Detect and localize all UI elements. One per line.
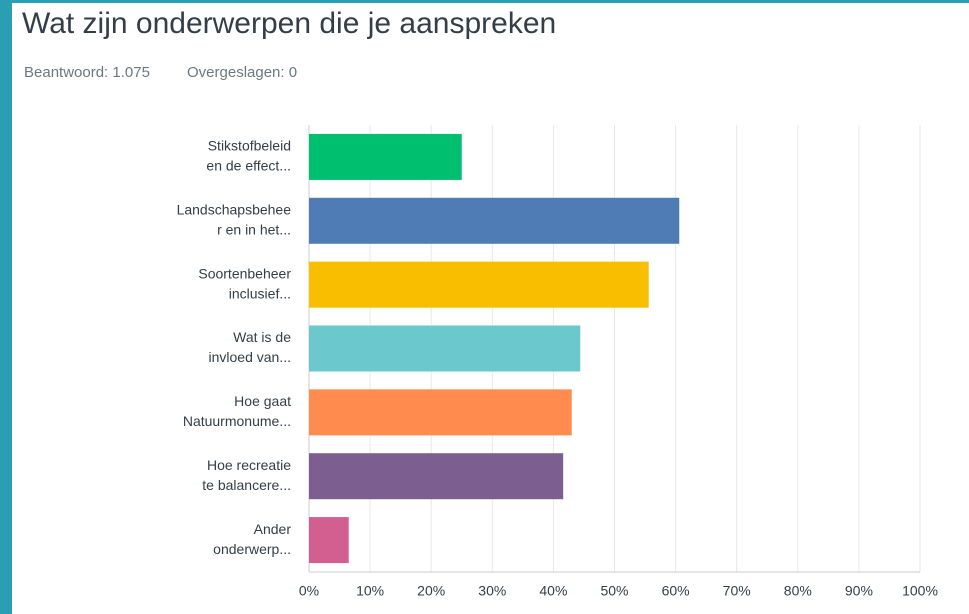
- bar: [309, 517, 349, 564]
- bar: [309, 389, 572, 436]
- category-label: onderwerp...: [213, 541, 291, 557]
- bar: [309, 197, 680, 244]
- x-tick-label: 50%: [600, 583, 628, 599]
- category-label: en de effect...: [206, 158, 291, 174]
- x-tick-label: 0%: [299, 583, 319, 599]
- category-label: inclusief...: [229, 285, 291, 301]
- category-label: Ander: [254, 521, 292, 537]
- category-label: r en in het...: [217, 221, 291, 237]
- chart-title: Wat zijn onderwerpen die je aanspreken: [22, 7, 556, 40]
- x-tick-label: 60%: [662, 583, 690, 599]
- bar: [309, 325, 581, 372]
- category-label: invloed van...: [209, 349, 292, 365]
- category-label: Hoe gaat: [234, 393, 291, 409]
- category-label: Natuurmonume...: [183, 413, 291, 429]
- x-tick-label: 30%: [478, 583, 506, 599]
- category-label: Stikstofbeleid: [208, 138, 291, 154]
- chart: Wat zijn onderwerpen die je aanspreken B…: [22, 7, 938, 599]
- category-label: Landschapsbehee: [177, 201, 292, 217]
- x-tick-label: 20%: [417, 583, 445, 599]
- bar: [309, 453, 564, 500]
- x-tick-label: 70%: [723, 583, 751, 599]
- category-label: Wat is de: [233, 329, 291, 345]
- category-label: te balancere...: [202, 477, 291, 493]
- category-label: Hoe recreatie: [207, 457, 291, 473]
- x-tick-label: 80%: [784, 583, 812, 599]
- panel: Wat zijn onderwerpen die je aanspreken B…: [12, 3, 969, 614]
- x-tick-label: 90%: [845, 583, 873, 599]
- x-tick-label: 10%: [356, 583, 384, 599]
- category-label: Soortenbeheer: [198, 265, 291, 281]
- skipped: Overgeslagen: 0: [187, 64, 297, 81]
- bar: [309, 133, 462, 180]
- x-tick-label: 100%: [902, 583, 938, 599]
- answered: Beantwoord: 1.075: [24, 64, 150, 81]
- bar: [309, 261, 649, 308]
- x-tick-label: 40%: [539, 583, 567, 599]
